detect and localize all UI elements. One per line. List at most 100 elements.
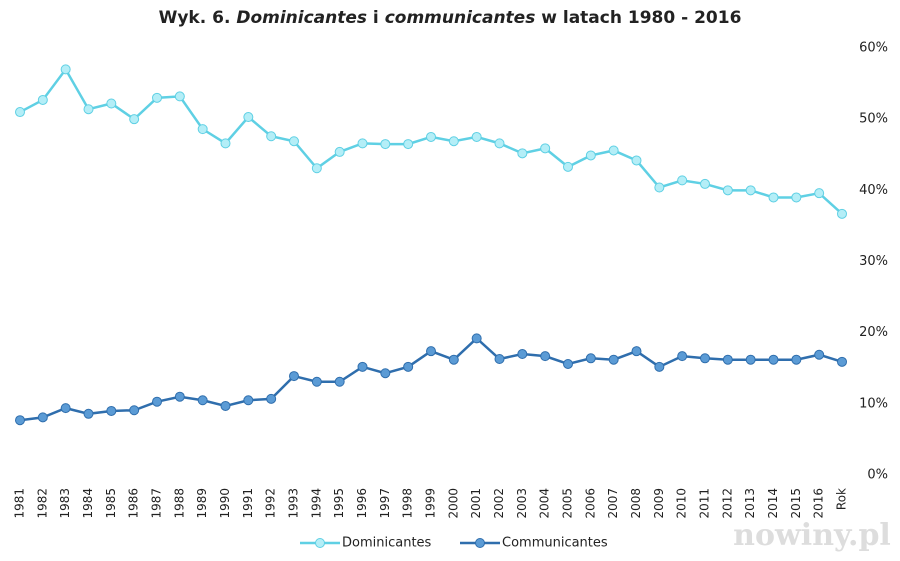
- point: [380, 139, 391, 150]
- point: [106, 98, 117, 109]
- x-tick-label: 2011: [698, 488, 712, 519]
- title-part: i: [367, 8, 385, 28]
- title-part: Wyk. 6.: [158, 8, 237, 28]
- x-tick-label: 2012: [720, 488, 734, 519]
- point: [37, 412, 48, 423]
- x-tick-label: 2003: [515, 488, 529, 519]
- x-tick-label: 1985: [104, 488, 118, 519]
- point: [517, 148, 528, 159]
- point: [768, 354, 779, 365]
- x-tick-label: 1983: [58, 488, 72, 519]
- y-tick-label: 30%: [859, 254, 888, 269]
- point: [220, 400, 231, 411]
- point: [334, 146, 345, 157]
- y-tick-label: 50%: [859, 112, 888, 127]
- point: [837, 208, 847, 219]
- point: [289, 136, 299, 147]
- point: [129, 114, 140, 125]
- watermark: nowiny.pl: [733, 518, 891, 553]
- point: [311, 163, 322, 174]
- x-tick-label: 2001: [469, 488, 483, 519]
- point: [745, 185, 756, 196]
- x-tick-label: 1988: [172, 488, 186, 519]
- x-tick-label: 1998: [401, 488, 415, 519]
- point: [722, 354, 733, 365]
- legend-marker: [315, 538, 325, 548]
- point: [403, 361, 414, 372]
- x-tick-label: 1981: [13, 488, 27, 519]
- point: [814, 188, 825, 199]
- point: [357, 138, 368, 149]
- x-tick-label: 2006: [583, 488, 597, 519]
- x-tick-label: 2010: [675, 488, 689, 519]
- point: [60, 403, 71, 414]
- point: [494, 138, 505, 149]
- x-tick-label: 1982: [35, 488, 49, 519]
- x-tick-label: 1999: [424, 488, 438, 519]
- x-tick-label: 1986: [127, 488, 141, 519]
- point: [129, 405, 140, 416]
- title-part: communicantes: [384, 8, 536, 28]
- point: [289, 371, 299, 382]
- point: [448, 354, 459, 365]
- point: [174, 391, 185, 402]
- point: [197, 124, 208, 135]
- x-tick-label: 1995: [332, 488, 346, 519]
- point: [243, 112, 254, 123]
- point: [311, 376, 322, 387]
- x-tick-label: 2004: [538, 488, 552, 519]
- point: [37, 94, 48, 105]
- point: [563, 358, 573, 369]
- point: [585, 353, 596, 364]
- point: [60, 64, 71, 75]
- point: [540, 351, 551, 362]
- x-tick-label: 1992: [264, 488, 278, 519]
- y-tick-label: 40%: [859, 183, 888, 198]
- y-tick-label: 20%: [859, 325, 888, 340]
- x-tick-label: 1991: [241, 488, 255, 519]
- point: [448, 136, 459, 147]
- point: [837, 356, 847, 367]
- point: [471, 333, 482, 344]
- point: [403, 139, 414, 150]
- point: [700, 178, 710, 189]
- x-tick-label: 2007: [606, 488, 620, 519]
- point: [197, 395, 208, 406]
- point: [83, 104, 94, 115]
- x-tick-label: 1990: [218, 488, 232, 519]
- y-tick-label: 60%: [859, 41, 888, 56]
- point: [266, 393, 277, 404]
- point: [540, 143, 551, 154]
- point: [152, 396, 162, 407]
- chart-title: Wyk. 6. Dominicantes i communicantes w l…: [0, 8, 900, 28]
- x-tick-label: 2013: [743, 488, 757, 519]
- point: [174, 91, 185, 102]
- x-tick-label: 2016: [812, 488, 826, 519]
- legend-marker: [475, 538, 485, 548]
- point: [631, 155, 642, 166]
- x-tick-label: 1984: [81, 488, 95, 519]
- point: [814, 349, 825, 360]
- point: [380, 368, 391, 379]
- point: [791, 192, 802, 203]
- x-tick-label: 1994: [309, 488, 323, 519]
- x-tick-label: 2000: [446, 488, 460, 519]
- point: [654, 361, 665, 372]
- point: [608, 145, 619, 156]
- point: [152, 92, 162, 103]
- point: [357, 361, 368, 372]
- x-tick-label: 1993: [287, 488, 301, 519]
- point: [334, 376, 345, 387]
- point: [426, 131, 436, 142]
- point: [266, 131, 277, 142]
- title-part: Dominicantes: [236, 8, 368, 28]
- point: [83, 408, 94, 419]
- x-tick-label: 1996: [355, 488, 369, 519]
- point: [426, 346, 436, 357]
- point: [722, 185, 733, 196]
- legend-label: Dominicantes: [342, 536, 432, 551]
- x-tick-label: 2015: [789, 488, 803, 519]
- title-part: w latach 1980 - 2016: [535, 8, 742, 28]
- point: [768, 192, 779, 203]
- point: [677, 175, 688, 186]
